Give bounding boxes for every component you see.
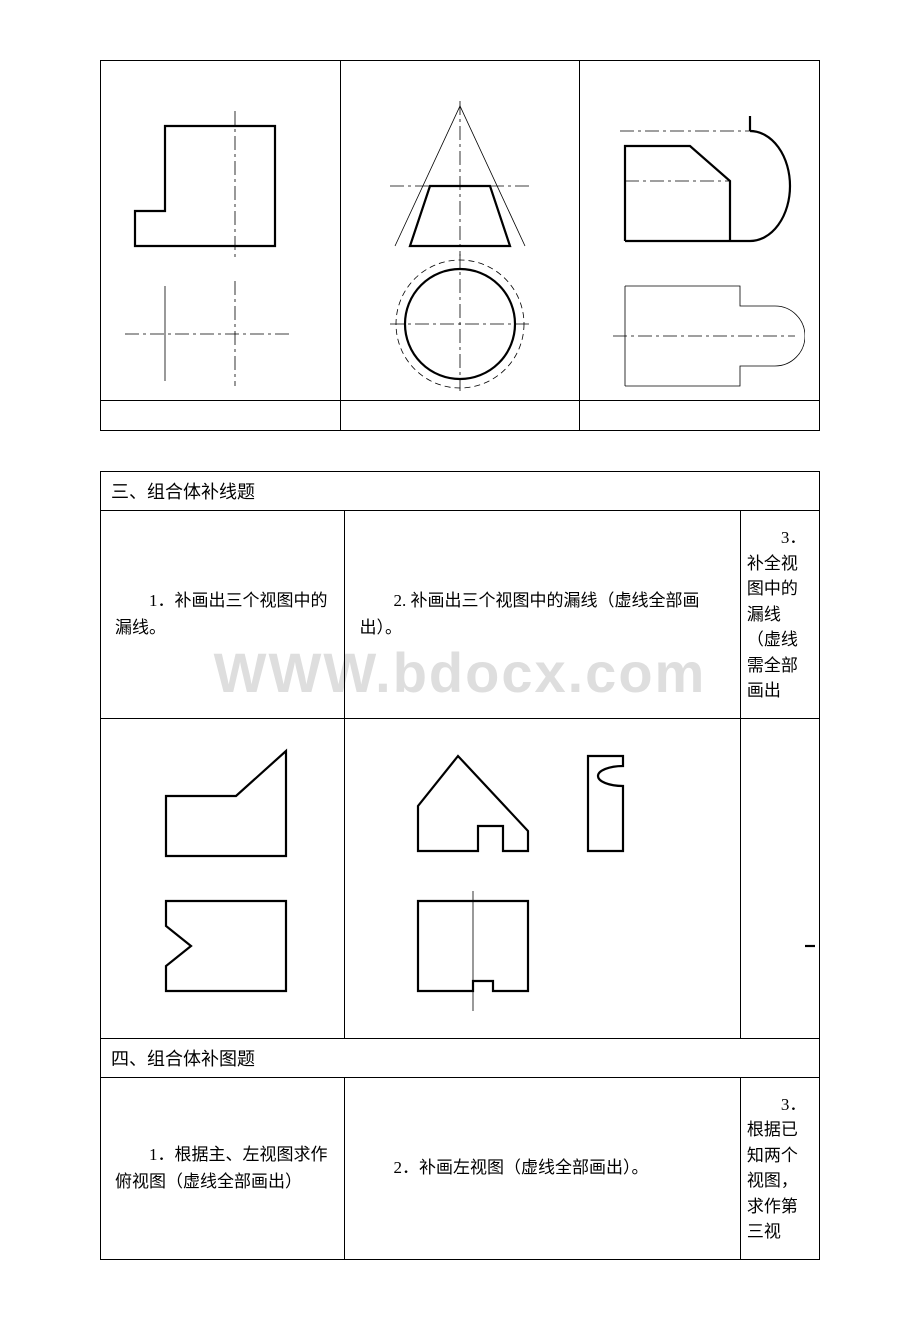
drawing-cell-1 (101, 61, 341, 401)
drawing-cell-3 (580, 61, 820, 401)
drawing-3-3 (740, 718, 819, 1038)
section-4-header: 四、组合体补图题 (101, 1038, 820, 1077)
problem-3-2: 2. 补画出三个视图中的漏线（虚线全部画出）。 (345, 511, 740, 719)
drawing-3-svg (595, 71, 805, 391)
drawing-cell-2 (340, 61, 580, 401)
drawing-2-svg (355, 71, 565, 391)
problem-4-2: 2．补画左视图（虚线全部画出）。 (345, 1077, 740, 1259)
empty-cell (101, 401, 341, 431)
empty-cell (340, 401, 580, 431)
section-3-header: 三、组合体补线题 (101, 472, 820, 511)
drawing-3-1 (101, 718, 345, 1038)
drawing-3-2-svg (363, 736, 723, 1016)
drawing-3-3-svg (745, 736, 815, 1016)
problem-3-1: 1．补画出三个视图中的漏线。 (101, 511, 345, 719)
problem-4-1: 1．根据主、左视图求作俯视图（虚线全部画出） (101, 1077, 345, 1259)
drawings-table-1 (100, 60, 820, 431)
drawing-3-2 (345, 718, 740, 1038)
problem-3-3: 3．补全视图中的漏线（虚线需全部画出 (740, 511, 819, 719)
section-3-table: 三、组合体补线题 1．补画出三个视图中的漏线。 2. 补画出三个视图中的漏线（虚… (100, 471, 820, 1260)
drawing-3-1-svg (111, 736, 341, 1016)
empty-cell (580, 401, 820, 431)
drawing-1-svg (115, 71, 325, 391)
page-content: 三、组合体补线题 1．补画出三个视图中的漏线。 2. 补画出三个视图中的漏线（虚… (100, 60, 820, 1260)
problem-4-3: 3．根据已知两个视图，求作第三视 (740, 1077, 819, 1259)
